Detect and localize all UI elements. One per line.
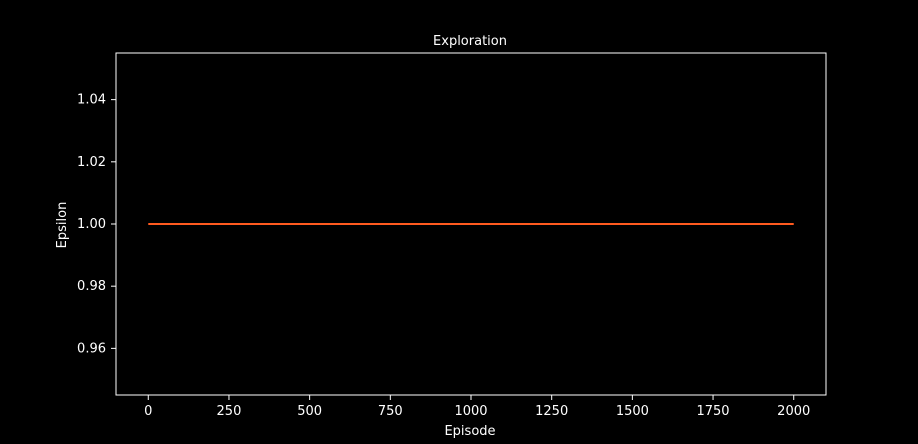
x-tick-label: 0 — [144, 404, 152, 419]
y-tick-label: 1.00 — [77, 217, 106, 232]
y-tick-label: 0.96 — [77, 341, 106, 356]
x-tick-label: 1500 — [616, 404, 649, 419]
y-tick-label: 1.02 — [77, 155, 106, 170]
y-axis-label: Epsilon — [55, 202, 70, 249]
x-tick-label: 500 — [297, 404, 322, 419]
x-tick-label: 1750 — [696, 404, 729, 419]
x-tick-label: 750 — [378, 404, 403, 419]
y-axis-ticks: 0.96 0.98 1.00 1.02 1.04 — [77, 93, 116, 356]
x-tick-label: 1000 — [454, 404, 487, 419]
x-tick-label: 1250 — [535, 404, 568, 419]
y-tick-label: 1.04 — [77, 93, 106, 108]
y-tick-label: 0.98 — [77, 279, 106, 294]
x-axis-ticks: 0 250 500 750 1000 1250 1500 1750 2000 — [144, 395, 810, 419]
x-axis-label: Episode — [444, 424, 495, 439]
chart-title: Exploration — [433, 34, 507, 49]
x-tick-label: 2000 — [777, 404, 810, 419]
x-tick-label: 250 — [217, 404, 242, 419]
